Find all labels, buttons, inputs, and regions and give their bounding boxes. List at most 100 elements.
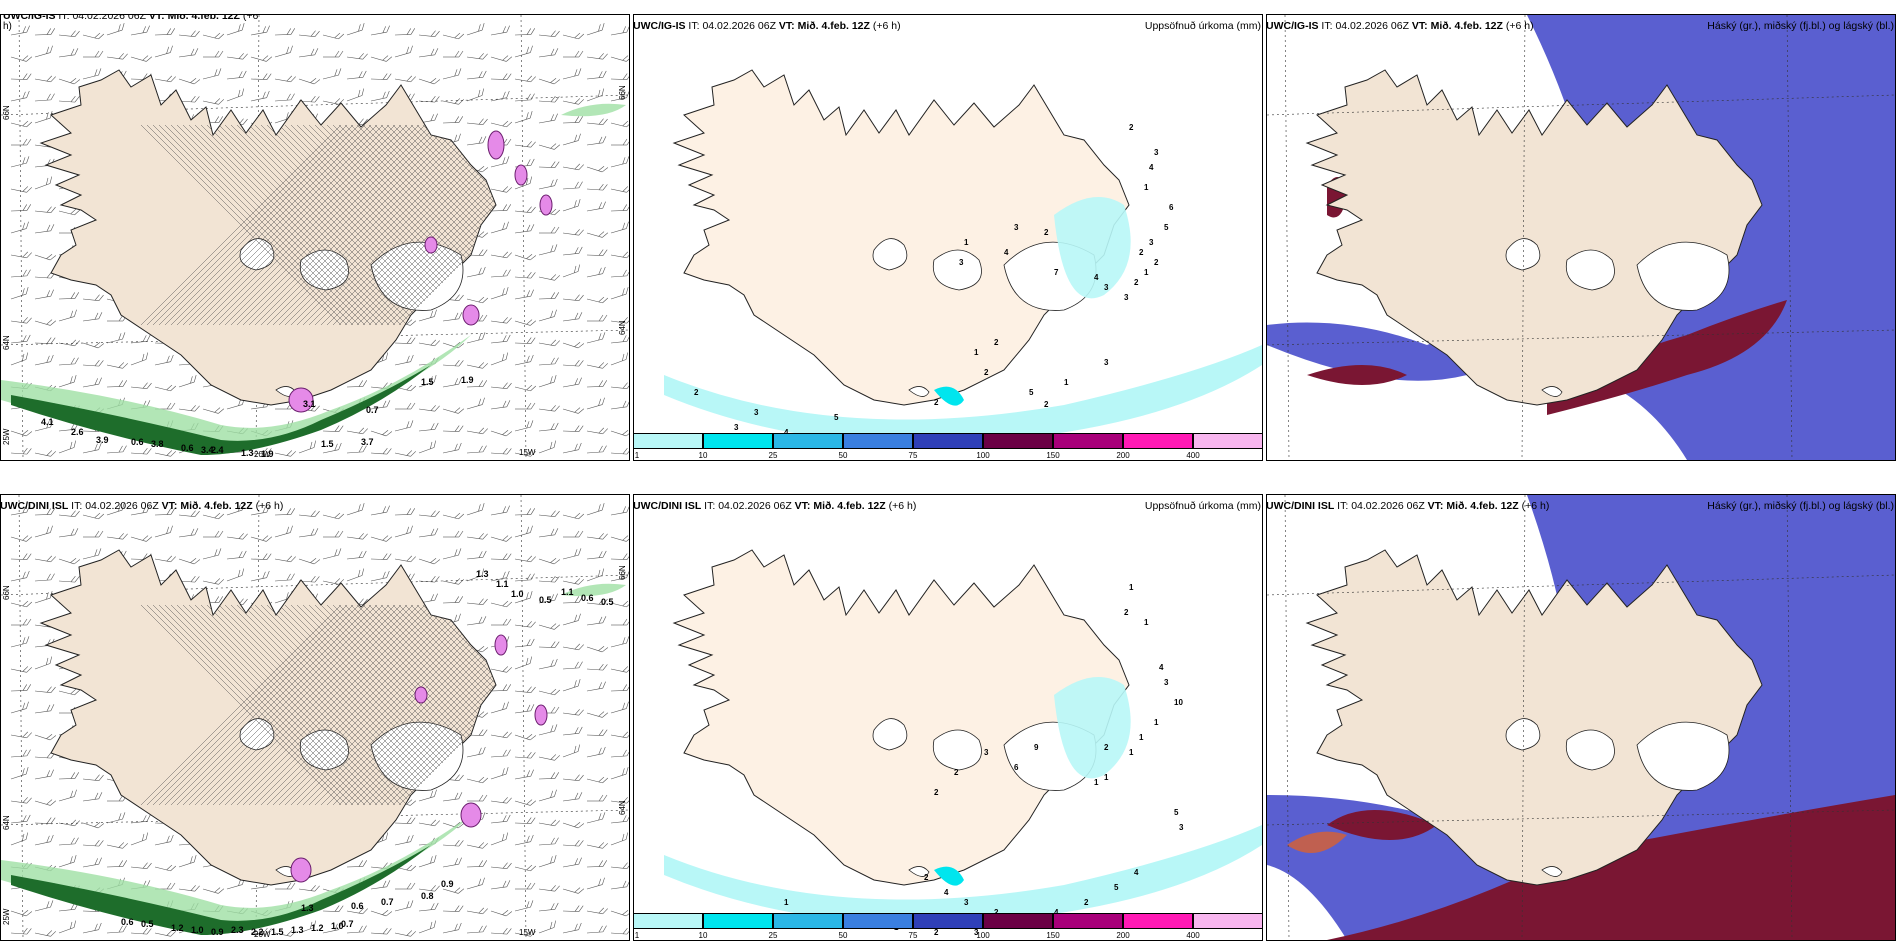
wind-value-label: 0.7 — [366, 405, 379, 415]
wind-barb — [610, 636, 629, 648]
wind-barb — [58, 920, 77, 934]
wind-barb — [562, 442, 582, 454]
wind-barb — [466, 296, 489, 304]
lon-label-15w: 15W — [519, 448, 536, 457]
wind-barb — [58, 688, 81, 696]
precip-dark-band — [11, 845, 431, 935]
precip-value-label: 5 — [834, 413, 839, 422]
glacier-langjokull — [872, 238, 908, 271]
wind-barb — [298, 528, 319, 538]
glacier-myrdalsjokull — [908, 866, 930, 877]
wind-barb — [418, 339, 440, 347]
wind-barb — [34, 75, 56, 83]
wind-barb — [394, 354, 414, 366]
wind-barb — [610, 535, 629, 542]
glacier-vatnajokull — [1636, 241, 1730, 311]
wind-barb — [82, 774, 104, 781]
wind-barb — [514, 271, 536, 279]
wind-barb — [466, 568, 485, 582]
wind-barb — [562, 709, 584, 716]
precip-value-label: 4 — [1149, 163, 1154, 172]
precip-value-label: 2 — [934, 928, 939, 937]
wind-barb — [562, 312, 583, 322]
lon-label-25w: 25W — [2, 428, 11, 445]
wind-barb — [346, 380, 368, 388]
wind-barb — [418, 558, 441, 565]
wind-barb — [538, 837, 559, 846]
wind-barb — [58, 375, 77, 388]
wind-barb — [34, 525, 53, 538]
precip-value-label: 4 — [944, 888, 949, 897]
wind-barb — [490, 352, 509, 366]
wind-barb — [586, 397, 605, 410]
wind-barb — [586, 812, 606, 824]
wind-barb — [466, 445, 487, 454]
panel-header: UWC/IG-IS IT: 04.02.2026 06Z VT: Mið. 4.… — [3, 14, 629, 25]
wind-barb — [610, 334, 629, 344]
wind-barb — [346, 533, 368, 540]
wind-barb — [586, 296, 609, 304]
wind-barb — [178, 510, 200, 517]
wind-value-label: 0.8 — [421, 891, 434, 901]
wind-barb — [466, 332, 486, 344]
wind-barb — [466, 503, 485, 516]
wind-barb — [610, 186, 629, 193]
wind-barb — [322, 578, 345, 585]
wind-barb — [538, 309, 557, 322]
precip-value-label: 2 — [1084, 898, 1089, 907]
wind-barb — [130, 25, 150, 36]
init-time: 04.02.2026 06Z — [718, 500, 792, 512]
panel-dini-wind: 1.3 1.1 1.0 0.5 0.6 0.5 1.1 0.9 0.8 0.7 0.6 1.3 2.3 2… — [0, 494, 630, 941]
wind-barb — [154, 834, 174, 846]
wind-barb — [82, 792, 103, 802]
vt-label: VT: — [778, 20, 795, 32]
wind-barb — [586, 860, 608, 868]
wind-barb — [82, 822, 105, 829]
wind-barb — [562, 342, 585, 349]
wind-barb — [34, 254, 57, 261]
wind-barb — [10, 749, 31, 758]
wind-barb — [538, 405, 560, 412]
wind-barb — [466, 598, 488, 605]
high-cloud-area — [1327, 795, 1895, 940]
precip-value-label: 4 — [1004, 248, 1009, 257]
wind-barb — [226, 70, 247, 80]
wind-barb — [154, 555, 176, 563]
wind-barb — [130, 334, 151, 344]
valid-time: Mið. 4.feb. 12Z — [167, 14, 240, 22]
lead-time: (+6 h) — [1521, 500, 1550, 512]
wind-barb — [538, 623, 561, 630]
colorbar-segment — [703, 433, 773, 449]
wind-barb — [130, 505, 150, 516]
wind-barb — [82, 839, 104, 847]
wind-barb — [514, 573, 535, 582]
field-title: Háský (gr.), miðský (fj.bl.) og lágský (… — [1707, 500, 1894, 512]
it-label: IT: — [704, 500, 716, 512]
wind-barb — [58, 528, 79, 538]
wind-barb — [490, 684, 512, 692]
wind-barb — [538, 593, 558, 604]
colorbar-dini: 1 10 25 50 75 100 150 200 400 — [633, 913, 1263, 940]
precip-map-dini: 12143101112119632253452432342122123 — [664, 549, 1262, 937]
wind-barb — [538, 339, 560, 347]
colorbar-label: 50 — [838, 451, 848, 460]
wind-barb — [10, 287, 29, 300]
lead-time: (+6 h) — [872, 20, 901, 32]
wind-barb — [586, 842, 609, 849]
wind-barb — [323, 530, 344, 538]
precip-blob — [494, 634, 508, 656]
wind-barb — [394, 337, 416, 344]
wind-barb — [274, 525, 293, 538]
wind-barb — [154, 384, 177, 392]
lon-label-20w: 20W — [254, 450, 271, 459]
wind-barb — [442, 578, 465, 585]
wind-barb — [514, 420, 534, 432]
precip-value-label: 1 — [1129, 748, 1134, 757]
wind-barb — [466, 266, 486, 278]
wind-barb — [370, 73, 392, 80]
high-cloud-area — [1287, 831, 1347, 853]
wind-barb — [466, 362, 489, 369]
wind-barb — [418, 855, 437, 868]
wind-barb — [490, 90, 510, 102]
wind-barb — [562, 98, 585, 105]
